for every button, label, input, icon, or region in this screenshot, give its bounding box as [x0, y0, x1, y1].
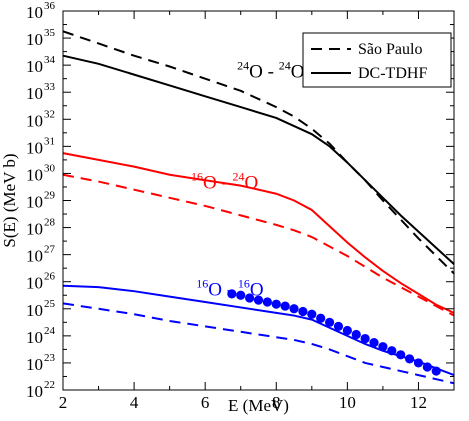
y-tick-label-5: 10 [26, 247, 43, 266]
y-tick-exponent-11: 33 [44, 81, 56, 93]
x-tick-label-2: 6 [201, 393, 210, 412]
data-point-6-14 [351, 329, 361, 340]
data-point-6-18 [387, 346, 397, 356]
data-point-6-11 [324, 317, 335, 327]
data-point-6-0 [227, 289, 237, 299]
annotation-mass-number: 16 [238, 276, 250, 290]
x-tick-label-5: 12 [410, 393, 427, 412]
y-tick-exponent-6: 28 [44, 217, 56, 229]
annotation-o24o24: 24O - 24O [237, 58, 304, 82]
annotation-mass-number: 24 [237, 58, 249, 72]
series-layer [62, 30, 455, 385]
y-tick-exponent-5: 27 [44, 244, 56, 256]
annotation-text: O [203, 172, 217, 193]
series-line-3 [62, 152, 455, 314]
y-tick-label-10: 10 [26, 111, 43, 130]
data-point-6-12 [333, 321, 344, 331]
data-point-6-21 [413, 358, 424, 368]
y-tick-label-8: 10 [26, 165, 43, 184]
y-tick-exponent-13: 35 [44, 27, 56, 39]
annotation-text: O [250, 279, 264, 300]
data-point-6-16 [369, 338, 379, 348]
annotation-mass-number: 16 [191, 169, 203, 183]
data-point-6-15 [360, 333, 370, 344]
data-point-6-7 [289, 304, 299, 314]
data-point-6-9 [307, 309, 317, 319]
y-tick-exponent-4: 26 [44, 271, 56, 283]
legend-label-1: DC-TDHF [358, 65, 427, 82]
y-tick-exponent-12: 34 [44, 54, 56, 66]
y-tick-label-0: 10 [26, 382, 43, 401]
data-point-6-5 [271, 299, 281, 309]
data-point-6-13 [342, 325, 352, 336]
y-tick-label-6: 10 [26, 220, 43, 239]
data-point-6-17 [378, 342, 388, 352]
y-tick-label-2: 10 [26, 328, 43, 347]
y-tick-exponent-9: 31 [44, 135, 55, 147]
y-tick-label-11: 10 [26, 84, 43, 103]
annotation-text: - [263, 61, 279, 82]
y-tick-exponent-8: 30 [44, 162, 56, 174]
data-point-6-10 [316, 313, 326, 323]
y-tick-label-9: 10 [26, 138, 43, 157]
annotation-mass-number: 24 [279, 58, 291, 72]
legend-box [302, 32, 452, 88]
y-tick-label-7: 10 [26, 193, 43, 212]
data-point-6-19 [396, 350, 406, 360]
x-tick-label-4: 10 [339, 393, 356, 412]
data-point-6-6 [280, 301, 290, 311]
annotation-text: O [245, 172, 259, 193]
y-tick-label-3: 10 [26, 301, 43, 320]
y-tick-label-12: 10 [26, 57, 43, 76]
legend: São Paulo DC-TDHF [302, 32, 452, 88]
series-line-1 [62, 54, 455, 265]
y-tick-label-4: 10 [26, 274, 43, 293]
annotation-text: O [208, 279, 222, 300]
x-tick-label-3: 8 [272, 393, 281, 412]
y-tick-exponent-1: 23 [44, 352, 56, 364]
y-tick-label-13: 10 [26, 30, 43, 49]
data-point-6-20 [404, 354, 415, 364]
annotation-mass-number: 16 [196, 276, 208, 290]
y-tick-exponent-10: 32 [44, 108, 55, 120]
y-tick-exponent-3: 25 [44, 298, 56, 310]
annotation-mass-number: 24 [233, 169, 245, 183]
data-point-6-1 [236, 290, 246, 300]
x-tick-label-1: 4 [130, 393, 139, 412]
y-tick-label-1: 10 [26, 355, 43, 374]
data-point-6-8 [298, 306, 308, 317]
annotation-o16o16: 16O - 16O [196, 276, 263, 300]
series-line-4 [62, 302, 455, 385]
annotation-text: - [222, 279, 238, 300]
data-point-6-3 [253, 295, 264, 305]
series-line-0 [62, 30, 455, 275]
annotation-o16o24: 16O - 24O [191, 169, 258, 193]
y-tick-exponent-2: 24 [44, 325, 56, 337]
series-line-2 [62, 173, 455, 317]
x-axis-title: E (MeV) [228, 396, 289, 415]
data-point-6-4 [262, 297, 272, 307]
annotation-text: - [217, 172, 233, 193]
data-point-6-2 [245, 293, 255, 303]
annotation-text: O [249, 61, 263, 82]
x-tick-label-0: 2 [59, 393, 68, 412]
data-point-6-22 [422, 362, 432, 372]
y-axis-title: S(E) (MeV b) [0, 153, 19, 247]
y-tick-exponent-0: 22 [44, 379, 55, 391]
y-tick-exponent-14: 36 [44, 0, 56, 12]
y-tick-exponent-7: 29 [44, 190, 56, 202]
data-point-6-23 [431, 366, 441, 376]
legend-label-0: São Paulo [358, 41, 422, 58]
annotation-text: O [291, 61, 305, 82]
y-tick-label-14: 10 [26, 3, 43, 22]
